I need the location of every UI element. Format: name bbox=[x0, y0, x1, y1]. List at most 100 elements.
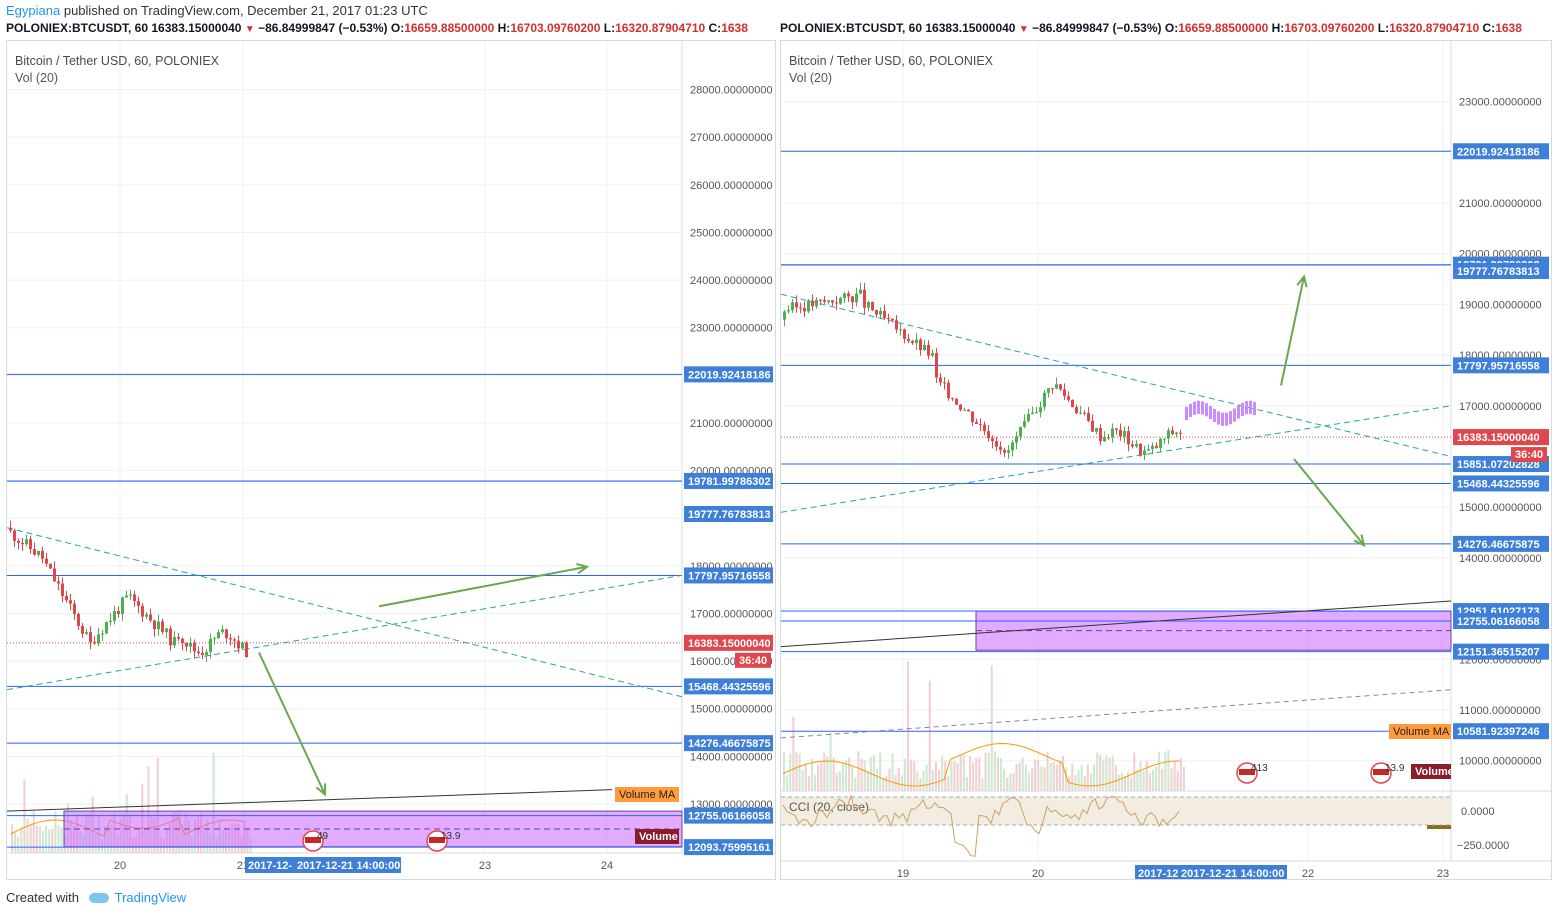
volume-bar bbox=[981, 778, 984, 791]
volume-bar bbox=[950, 761, 953, 791]
level-label: 19781.99786302 bbox=[688, 476, 771, 488]
candle-body bbox=[951, 398, 954, 400]
volume-bar bbox=[1167, 750, 1170, 791]
candle-body bbox=[1167, 430, 1170, 439]
volume-bar bbox=[814, 775, 817, 791]
volume-bar bbox=[1086, 764, 1089, 791]
candle-body bbox=[1155, 445, 1158, 448]
volume-bar bbox=[972, 762, 975, 791]
trend-line bbox=[781, 405, 1452, 513]
candle-body bbox=[955, 398, 958, 405]
level-label: 12151.36515207 bbox=[1457, 647, 1540, 659]
candle-body bbox=[1039, 407, 1042, 413]
projection-bar bbox=[1249, 400, 1252, 414]
time-marker-label: 2017-12- bbox=[248, 860, 292, 872]
candle-body bbox=[1023, 421, 1026, 427]
volume-bar bbox=[795, 752, 798, 791]
candle-body bbox=[815, 299, 818, 307]
quote-line-left: POLONIEX:BTCUSDT, 60 16383.15000040 ▼ −8… bbox=[6, 21, 774, 35]
volume-bar bbox=[959, 755, 962, 791]
volume-bar bbox=[48, 829, 51, 853]
countdown-label: 36:40 bbox=[1515, 449, 1543, 461]
candle-body bbox=[25, 539, 28, 545]
candle-body bbox=[971, 411, 974, 422]
projection-bar bbox=[1237, 405, 1240, 419]
chart-canvas-left[interactable]: 28000.00000000 27000.00000000 26000.000000… bbox=[7, 41, 775, 879]
trend-line bbox=[781, 689, 1452, 739]
volume-bar bbox=[35, 825, 38, 853]
indicator-badge: Volume MA bbox=[1393, 726, 1450, 738]
candle-body bbox=[1139, 443, 1142, 456]
volume-bar bbox=[1148, 773, 1151, 791]
volume-bar bbox=[857, 751, 860, 791]
candle-body bbox=[1095, 427, 1098, 432]
time-marker-label: 2017-12-21 14:00:00 bbox=[1181, 868, 1284, 879]
trend-line bbox=[7, 574, 683, 691]
candle-body bbox=[93, 641, 96, 644]
candle-body bbox=[1147, 448, 1150, 451]
volume-bar bbox=[1099, 754, 1102, 791]
volume-bar bbox=[817, 764, 820, 791]
volume-bar bbox=[1142, 771, 1145, 791]
volume-bar bbox=[928, 680, 931, 791]
candle-body bbox=[939, 377, 942, 383]
candle-body bbox=[29, 539, 32, 549]
candle-body bbox=[871, 301, 874, 310]
candle-body bbox=[217, 632, 220, 639]
volume-bar bbox=[810, 758, 813, 791]
candle-body bbox=[931, 353, 934, 356]
volume-bar bbox=[1136, 769, 1139, 791]
volume-bar bbox=[1117, 774, 1120, 791]
tradingview-link[interactable]: TradingView bbox=[114, 890, 187, 905]
candle-body bbox=[37, 550, 40, 555]
chart-panel-left[interactable]: 28000.00000000 27000.00000000 26000.000000… bbox=[6, 40, 776, 880]
volume-bar bbox=[1130, 777, 1133, 791]
indicator-badge: Volume bbox=[1415, 766, 1454, 778]
candle-body bbox=[927, 344, 930, 356]
x-tick-label: 23 bbox=[479, 860, 491, 872]
volume-bar bbox=[913, 761, 916, 791]
last-price-label-bg bbox=[684, 634, 773, 651]
indicator-badge: Volume MA bbox=[619, 789, 676, 801]
volume-bar bbox=[804, 763, 807, 791]
candle-body bbox=[173, 637, 176, 646]
projection-bar bbox=[1253, 401, 1256, 416]
event-label: 13.9 bbox=[441, 831, 461, 842]
level-label: 15468.44325596 bbox=[1457, 478, 1540, 490]
arrow-shaft bbox=[1280, 276, 1305, 386]
y-tick-label: 15000.00000000 bbox=[690, 704, 773, 716]
projection-bar bbox=[1229, 411, 1232, 425]
cci-tick-label: −250.0000 bbox=[1457, 840, 1509, 852]
author-link[interactable]: Egypiana bbox=[6, 3, 61, 18]
cci-label: CCI (20, close) bbox=[789, 800, 869, 814]
candle-body bbox=[129, 594, 132, 596]
level-label: 19777.76783813 bbox=[1457, 266, 1540, 278]
candle-body bbox=[177, 637, 180, 639]
projection-bar bbox=[1201, 401, 1204, 415]
y-tick-label: 17000.00000000 bbox=[690, 608, 773, 620]
volume-bar bbox=[1089, 773, 1092, 791]
candle-body bbox=[1119, 429, 1122, 437]
chart-canvas-right[interactable]: 23000.0000000021000.0000000020000.000000… bbox=[781, 41, 1551, 879]
candle-body bbox=[237, 640, 240, 649]
projection-bar bbox=[1233, 408, 1236, 422]
candle-body bbox=[225, 629, 228, 639]
candle-body bbox=[915, 339, 918, 344]
volume-bar bbox=[1034, 759, 1037, 791]
candle-body bbox=[125, 595, 128, 598]
candle-body bbox=[1011, 442, 1014, 451]
candle-body bbox=[1047, 388, 1050, 393]
level-label-bg bbox=[1453, 143, 1549, 160]
projection-bar bbox=[1209, 405, 1212, 420]
y-tick-label: 25000.00000000 bbox=[690, 227, 773, 239]
candle-body bbox=[1019, 426, 1022, 437]
volume-bar bbox=[1006, 777, 1009, 791]
candle-body bbox=[967, 409, 970, 412]
countdown-bg bbox=[1511, 447, 1547, 463]
volume-bar bbox=[1096, 752, 1099, 791]
volume-bar bbox=[854, 777, 857, 791]
x-tick-label: 23 bbox=[1437, 868, 1449, 879]
chart-panel-right[interactable]: 23000.00000000 21000.00000000 20000.000000… bbox=[780, 40, 1552, 880]
volume-bar bbox=[851, 766, 854, 791]
candle-body bbox=[1015, 436, 1018, 443]
